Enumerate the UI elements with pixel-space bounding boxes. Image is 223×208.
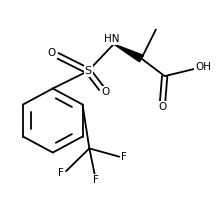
Text: F: F	[121, 152, 127, 162]
Text: F: F	[58, 168, 64, 178]
Text: O: O	[158, 102, 167, 112]
Text: S: S	[85, 66, 92, 76]
Text: F: F	[93, 175, 99, 185]
Text: OH: OH	[195, 62, 211, 72]
Text: HN: HN	[104, 34, 119, 44]
Text: O: O	[47, 48, 56, 58]
Polygon shape	[114, 44, 143, 62]
Text: O: O	[101, 87, 110, 97]
